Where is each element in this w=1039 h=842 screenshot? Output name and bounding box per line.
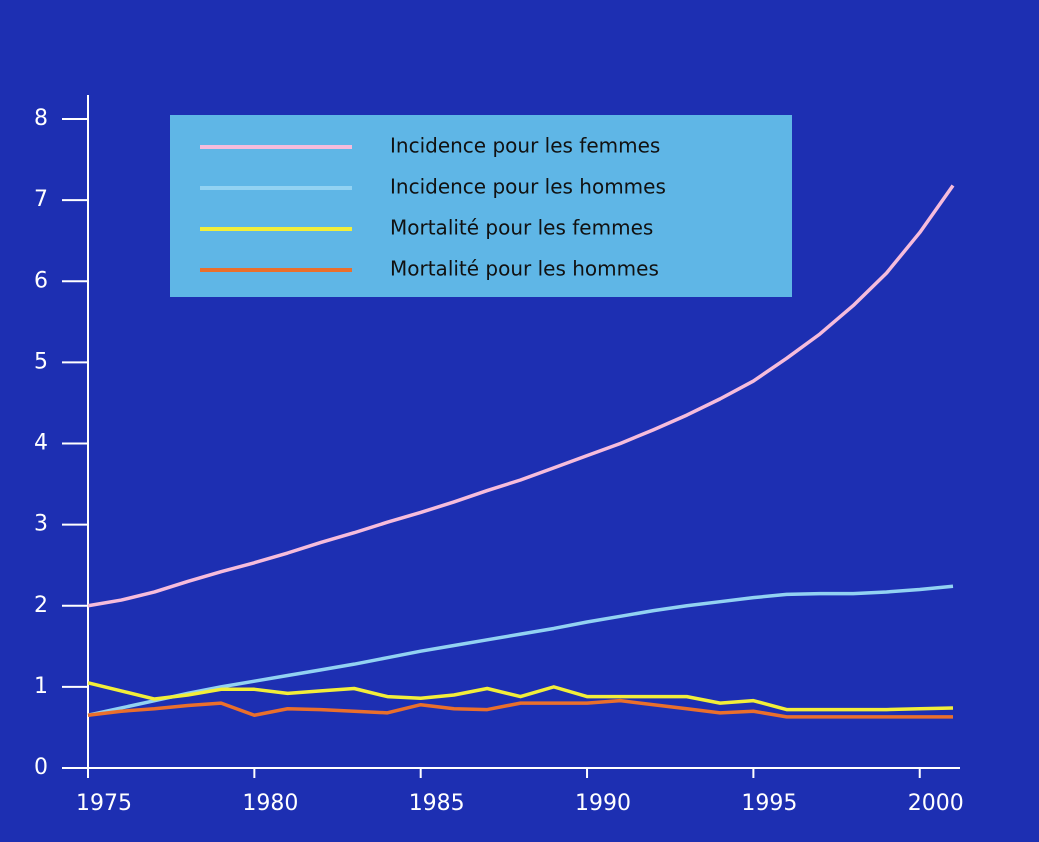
y-tick-label: 4: [34, 431, 48, 456]
legend-label: Mortalité pour les femmes: [390, 216, 653, 240]
series-line: [87, 184, 955, 608]
legend: Incidence pour les femmes Incidence pour …: [170, 115, 792, 297]
y-tick-label: 2: [34, 593, 48, 618]
y-tick-label: 0: [34, 755, 48, 780]
legend-label: Mortalité pour les hommes: [390, 257, 659, 281]
y-tick-label: 1: [34, 674, 48, 699]
series-line: [87, 584, 954, 717]
y-tick-label: 3: [34, 512, 48, 537]
x-tick-label: 1980: [242, 791, 298, 816]
x-tick-label: 2000: [908, 791, 964, 816]
legend-label: Incidence pour les femmes: [390, 134, 660, 158]
y-tick-label: 5: [34, 349, 48, 374]
y-tick-label: 7: [34, 187, 48, 212]
x-tick-label: 1985: [409, 791, 465, 816]
series-line: [87, 698, 953, 719]
y-tick-label: 6: [34, 268, 48, 293]
series-line: [87, 681, 954, 712]
y-tick-label: 8: [34, 106, 48, 131]
x-tick-label: 1975: [76, 791, 132, 816]
x-tick-label: 1990: [575, 791, 631, 816]
legend-label: Incidence pour les hommes: [390, 175, 666, 199]
x-tick-label: 1995: [741, 791, 797, 816]
